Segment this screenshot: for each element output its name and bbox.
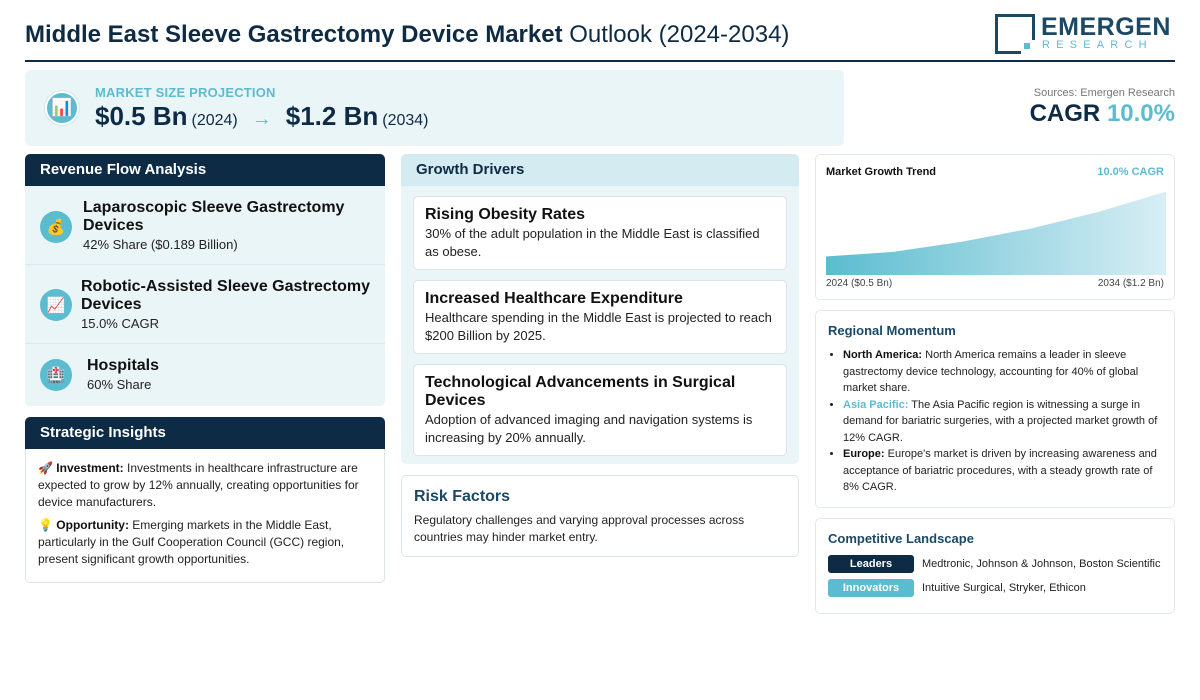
logo-mark-icon: [995, 14, 1035, 54]
insight-opportunity: 💡 Opportunity: Emerging markets in the M…: [38, 518, 345, 566]
revenue-item: 🏥 Hospitals 60% Share: [25, 344, 385, 406]
trend-cagr: 10.0% CAGR: [1097, 166, 1164, 178]
arrow-right-icon: →: [251, 108, 272, 130]
region-item-asia-pacific: Asia Pacific: The Asia Pacific region is…: [843, 397, 1162, 447]
innovators-names: Intuitive Surgical, Stryker, Ethicon: [922, 582, 1086, 594]
trend-up-icon: 📈: [40, 289, 72, 321]
region-item-europe: Europe: Europe's market is driven by inc…: [843, 446, 1162, 496]
driver-title: Rising Obesity Rates: [425, 206, 586, 223]
growth-drivers-title: Growth Drivers: [401, 154, 799, 186]
driver-text: Adoption of advanced imaging and navigat…: [425, 412, 753, 445]
driver-item: Increased Healthcare Expenditure Healthc…: [413, 280, 787, 354]
logo-sub-text: RESEARCH: [1042, 39, 1153, 51]
header: Middle East Sleeve Gastrectomy Device Ma…: [25, 12, 1175, 62]
driver-text: Healthcare spending in the Middle East i…: [425, 310, 772, 343]
end-year: (2034): [382, 112, 429, 129]
growth-area-chart: [826, 191, 1166, 275]
revenue-flow-card: Revenue Flow Analysis 💰 Laparoscopic Sle…: [25, 154, 385, 406]
revenue-item-title: Hospitals: [87, 357, 160, 374]
leaders-row: Leaders Medtronic, Johnson & Johnson, Bos…: [828, 555, 1160, 573]
projection-label: MARKET SIZE PROJECTION: [95, 85, 276, 100]
insight-investment: 🚀 Investment: Investments in healthcare …: [38, 461, 359, 509]
trend-start-label: 2024 ($0.5 Bn): [826, 278, 893, 289]
end-value: $1.2 Bn: [285, 101, 379, 131]
revenue-item-title: Robotic-Assisted Sleeve Gastrectomy Devi…: [81, 278, 370, 313]
revenue-item: 📈 Robotic-Assisted Sleeve Gastrectomy De…: [25, 265, 385, 344]
revenue-item-sub: 42% Share ($0.189 Billion): [83, 237, 238, 252]
start-year: (2024): [191, 112, 238, 129]
cagr-summary: CAGR 10.0%: [1029, 100, 1175, 127]
growth-area: [826, 191, 1166, 275]
innovators-row: Innovators Intuitive Surgical, Stryker, E…: [828, 579, 1086, 597]
risk-factors-card: Risk Factors Regulatory challenges and v…: [401, 475, 799, 557]
revenue-item: 💰 Laparoscopic Sleeve Gastrectomy Device…: [25, 186, 385, 265]
lightbulb-icon: 💡: [38, 518, 53, 532]
driver-item: Technological Advancements in Surgical D…: [413, 364, 787, 456]
risk-factors-text: Regulatory challenges and varying approv…: [414, 513, 745, 544]
revenue-item-sub: 60% Share: [87, 377, 152, 392]
revenue-item-title: Laparoscopic Sleeve Gastrectomy Devices: [83, 199, 345, 234]
trend-title: Market Growth Trend: [826, 166, 937, 178]
risk-factors-title: Risk Factors: [414, 488, 511, 505]
strategic-insights-title: Strategic Insights: [25, 417, 385, 449]
page-title: Middle East Sleeve Gastrectomy Device Ma…: [25, 21, 790, 48]
leaders-names: Medtronic, Johnson & Johnson, Boston Sci…: [922, 558, 1161, 570]
region-item-north-america: North America: North America remains a l…: [843, 347, 1162, 397]
driver-text: 30% of the adult population in the Middl…: [425, 226, 760, 259]
driver-title: Technological Advancements in Surgical D…: [425, 374, 736, 409]
regional-momentum-title: Regional Momentum: [828, 323, 956, 338]
cagr-value: 10.0%: [1106, 100, 1175, 127]
market-growth-trend-card: Market Growth Trend 10.0% CAGR 2024 ($0.…: [815, 154, 1175, 300]
emergen-logo[interactable]: EMERGEN RESEARCH: [995, 13, 1170, 54]
competitive-landscape-title: Competitive Landscape: [828, 531, 974, 546]
innovators-badge: Innovators: [828, 579, 914, 597]
rocket-icon: 🚀: [38, 461, 53, 475]
strategic-insights-card: Strategic Insights 🚀 Investment: Investm…: [25, 417, 385, 583]
revenue-item-sub: 15.0% CAGR: [81, 316, 160, 331]
regional-momentum-card: Regional Momentum North America: North A…: [815, 310, 1175, 508]
money-bag-icon: 💰: [40, 211, 72, 243]
growth-drivers-card: Growth Drivers Rising Obesity Rates 30% …: [401, 154, 799, 464]
sources-text: Sources: Emergen Research: [1033, 87, 1175, 99]
revenue-flow-title: Revenue Flow Analysis: [25, 154, 385, 186]
leaders-badge: Leaders: [828, 555, 914, 573]
market-size-projection: 📊 MARKET SIZE PROJECTION $0.5 Bn (2024) → $…: [25, 70, 844, 146]
trend-end-label: 2034 ($1.2 Bn): [1097, 278, 1164, 289]
competitive-landscape-card: Competitive Landscape Leaders Medtronic, …: [815, 518, 1175, 614]
hospital-icon: 🏥: [40, 359, 72, 391]
chart-icon: 📊: [45, 91, 79, 125]
logo-main-text: EMERGEN: [1041, 13, 1171, 41]
start-value: $0.5 Bn: [95, 101, 188, 131]
driver-title: Increased Healthcare Expenditure: [425, 290, 683, 307]
projection-values: $0.5 Bn (2024) → $1.2 Bn (2034): [95, 101, 429, 132]
region-list: North America: North America remains a l…: [828, 347, 1162, 496]
driver-item: Rising Obesity Rates 30% of the adult po…: [413, 196, 787, 270]
